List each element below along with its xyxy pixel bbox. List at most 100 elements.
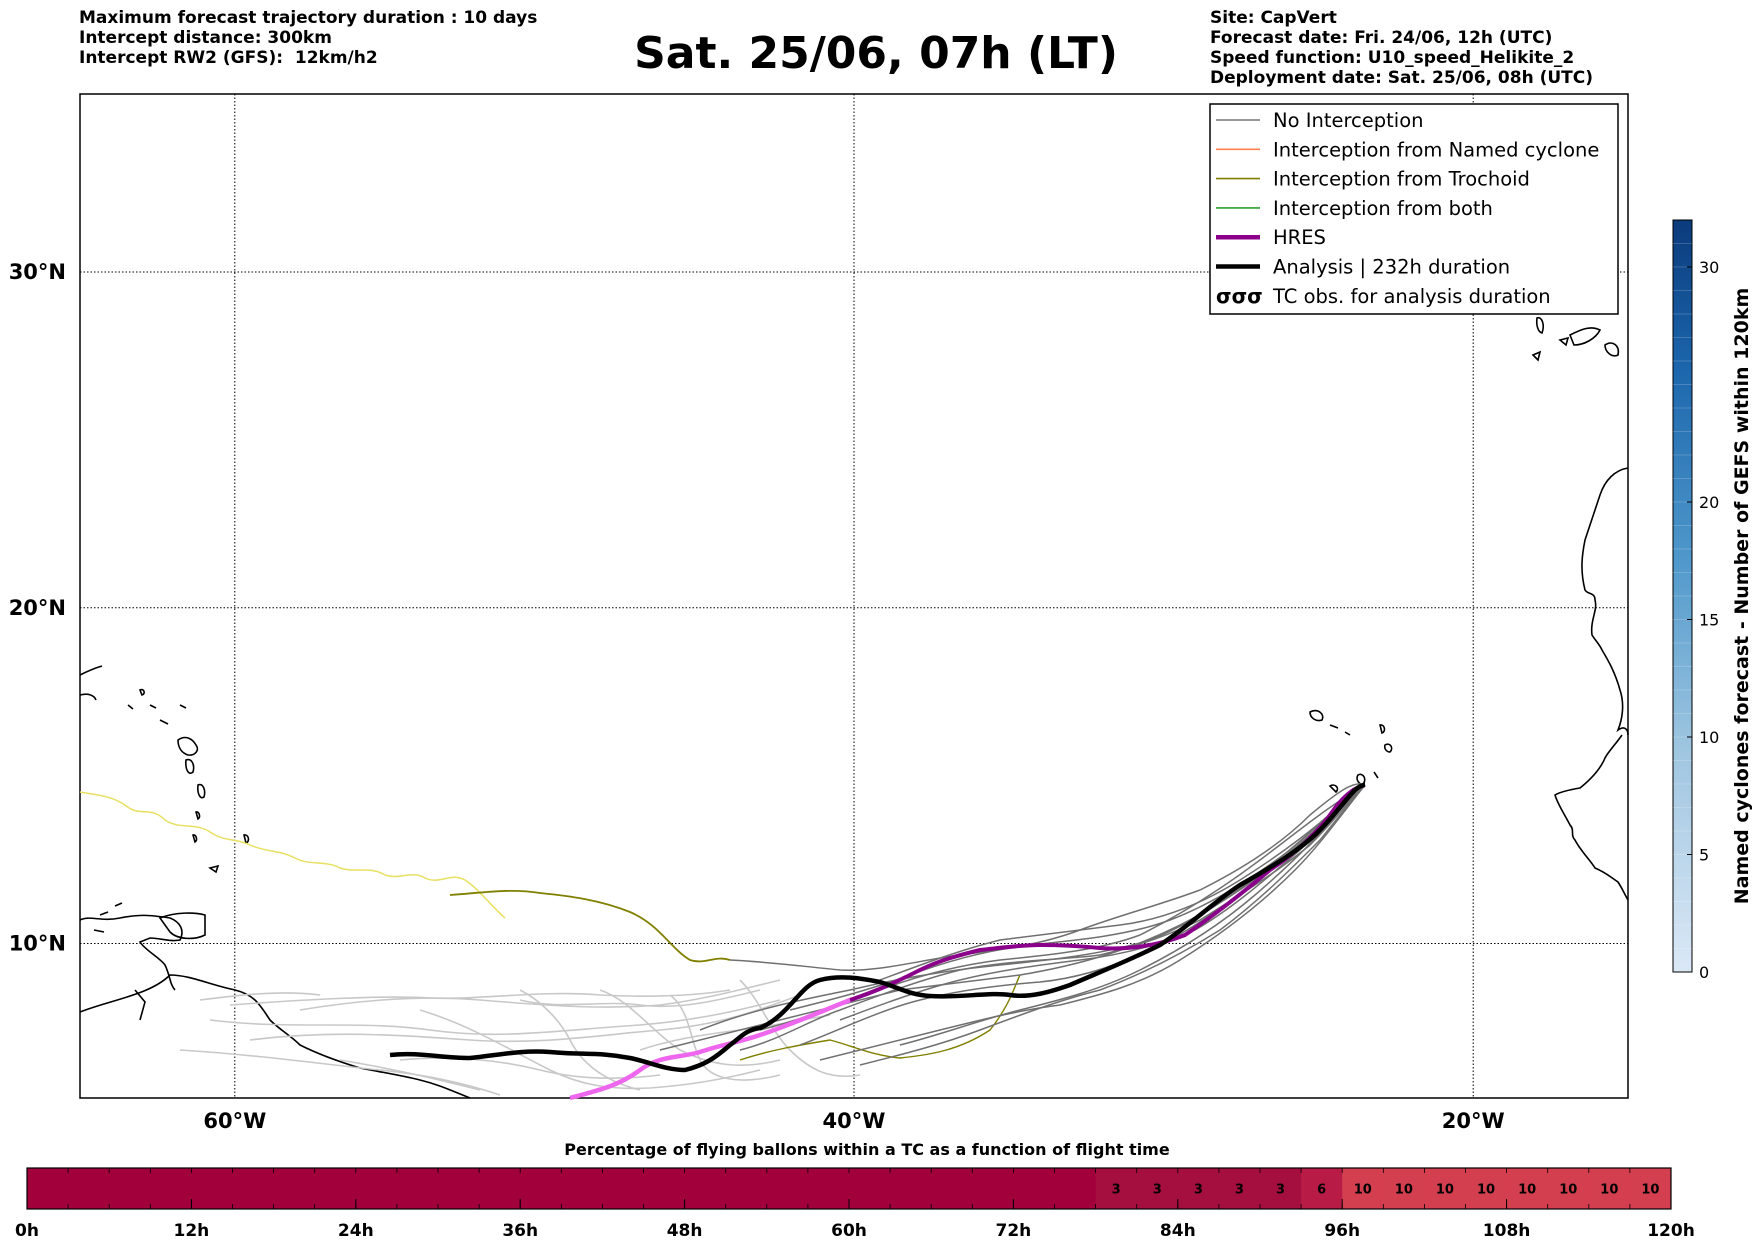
trajectory-light bbox=[519, 989, 641, 1091]
legend-tc-symbol: σσσ bbox=[1216, 284, 1263, 308]
coastline-island-stlucia bbox=[197, 783, 206, 799]
coastline-island-small-2 bbox=[149, 704, 157, 709]
timebar-cell bbox=[561, 1168, 603, 1209]
header-left-line-3: Intercept RW2 (GFS): 12km/h2 bbox=[79, 48, 378, 68]
timebar-cell bbox=[1383, 1168, 1425, 1209]
timebar-cell-value: 10 bbox=[1600, 1183, 1618, 1198]
lat-label: 10°N bbox=[9, 932, 66, 956]
lat-label: 30°N bbox=[9, 260, 66, 284]
timebar-cell bbox=[1301, 1168, 1343, 1209]
header-left-line-1: Maximum forecast trajectory duration : 1… bbox=[79, 8, 538, 28]
timebar-cell-value: 3 bbox=[1153, 1183, 1162, 1198]
trajectory-light bbox=[229, 989, 731, 1006]
timebar-cell-value: 3 bbox=[1276, 1183, 1285, 1198]
legend-label: Interception from Trochoid bbox=[1273, 168, 1530, 191]
colorbar-tick-label: 20 bbox=[1699, 493, 1719, 512]
trajectory-map: No Interception Interception from Named c… bbox=[79, 93, 1629, 1101]
coastline-africa-west bbox=[1554, 467, 1629, 901]
legend: No Interception Interception from Named c… bbox=[1209, 103, 1619, 315]
trajectory-light bbox=[209, 999, 781, 1036]
coastline-island-tobago bbox=[208, 864, 220, 874]
timebar-tick-label: 0h bbox=[15, 1221, 39, 1241]
page-title: Sat. 25/06, 07h (LT) bbox=[634, 28, 1118, 79]
colorbar-tick-label: 5 bbox=[1699, 846, 1709, 865]
header-right-line-3: Speed function: U10_speed_Helikite_2 bbox=[1210, 48, 1575, 68]
timebar-cell bbox=[1629, 1168, 1672, 1209]
flight-time-bar: Percentage of flying ballons within a TC… bbox=[15, 1140, 1695, 1241]
trajectory-light bbox=[519, 989, 761, 1008]
lat-label: 20°N bbox=[9, 596, 66, 620]
colorbar-ticks: 0 5 10 15 20 30 bbox=[1687, 258, 1719, 982]
trajectory-grey bbox=[859, 784, 1366, 1066]
coastline-island-small-4 bbox=[179, 704, 187, 709]
header-right-line-1: Site: CapVert bbox=[1210, 8, 1337, 28]
timebar-cell-value: 10 bbox=[1477, 1183, 1495, 1198]
trajectory-light bbox=[669, 994, 781, 1081]
legend-label: Analysis | 232h duration bbox=[1273, 256, 1510, 279]
colorbar-tick-label: 10 bbox=[1699, 728, 1719, 747]
lon-label: 40°W bbox=[823, 1109, 886, 1133]
colorbar: 0 5 10 15 20 30 Named cyclones forecast - Num… bbox=[1672, 219, 1752, 982]
timebar-cell bbox=[1218, 1168, 1261, 1209]
timebar-tick-label: 36h bbox=[502, 1221, 538, 1241]
coastline-island-stvincent bbox=[195, 811, 201, 821]
trajectory-grey bbox=[839, 784, 1366, 1021]
colorbar-tick-label: 30 bbox=[1699, 258, 1719, 277]
coastline-south-america bbox=[79, 974, 471, 1099]
timebar-cell bbox=[931, 1168, 973, 1209]
legend-label: HRES bbox=[1273, 226, 1326, 249]
header-right-line-4: Deployment date: Sat. 25/06, 08h (UTC) bbox=[1210, 68, 1594, 88]
timebar-tick-label: 108h bbox=[1483, 1221, 1531, 1241]
timebar-cell bbox=[1136, 1168, 1179, 1209]
timebar-cell bbox=[684, 1168, 727, 1209]
timebar-cell-value: 10 bbox=[1518, 1183, 1536, 1198]
header-left-line-2: Intercept distance: 300km bbox=[79, 28, 332, 48]
trajectory-light bbox=[299, 979, 781, 1011]
timebar-cell-value: 10 bbox=[1436, 1183, 1454, 1198]
timebar-cell bbox=[849, 1168, 891, 1209]
timebar-cell bbox=[27, 1168, 69, 1209]
timebar-tick-label: 12h bbox=[174, 1221, 210, 1241]
timebar-cell bbox=[479, 1168, 521, 1209]
trajectory-light bbox=[199, 992, 321, 1001]
trajectory-yellow bbox=[79, 791, 506, 919]
trajectory-light bbox=[179, 1049, 501, 1096]
timebar-cell bbox=[150, 1168, 192, 1209]
timebar-cell bbox=[1506, 1168, 1549, 1209]
timebar-ticks: 0h 12h 24h 36h 48h 60h 72h 84h 96h 108h 120h bbox=[15, 1199, 1695, 1241]
timebar-cell bbox=[1095, 1168, 1138, 1209]
timebar-cell bbox=[232, 1168, 275, 1209]
timebar-cell bbox=[1260, 1168, 1302, 1209]
timebar-tick-label: 48h bbox=[667, 1221, 703, 1241]
timebar-cell-value: 3 bbox=[1235, 1183, 1244, 1198]
timebar-cell bbox=[273, 1168, 316, 1209]
trajectory-trochoid bbox=[449, 889, 731, 963]
legend-label: Interception from both bbox=[1273, 197, 1493, 220]
timebar-cell bbox=[1465, 1168, 1508, 1209]
coastline-island-small-3 bbox=[159, 719, 169, 725]
timebar-cell bbox=[314, 1168, 357, 1209]
timebar-cell bbox=[1342, 1168, 1384, 1209]
timebar-tick-label: 60h bbox=[831, 1221, 867, 1241]
timebar-cell-value: 3 bbox=[1112, 1183, 1121, 1198]
timebar-title: Percentage of flying ballons within a TC… bbox=[564, 1140, 1170, 1159]
trajectory-grey bbox=[819, 784, 1366, 1061]
trajectory-trochoid-2 bbox=[739, 974, 1021, 1061]
timebar-cell bbox=[766, 1168, 809, 1209]
coastline-lesser-antilles-2 bbox=[79, 693, 97, 701]
timebar-cell bbox=[602, 1168, 644, 1209]
coastline-island-guadeloupe bbox=[177, 736, 199, 756]
timebar-cell bbox=[807, 1168, 850, 1209]
lon-label: 20°W bbox=[1442, 1109, 1505, 1133]
timebar-tick-label: 96h bbox=[1324, 1221, 1360, 1241]
analysis-trajectory bbox=[389, 782, 1366, 1073]
coastline-island-martinique bbox=[185, 758, 195, 775]
timebar-cells: 3 3 3 3 3 6 10 10 10 10 10 10 10 10 bbox=[26, 1167, 1672, 1210]
timebar-cell bbox=[1013, 1168, 1055, 1209]
hres-trajectory-light bbox=[569, 997, 851, 1101]
coastlines bbox=[79, 316, 1629, 1099]
trajectory-light bbox=[419, 1009, 761, 1090]
trajectory-grey bbox=[659, 784, 1366, 1051]
timebar-cell bbox=[438, 1168, 480, 1209]
